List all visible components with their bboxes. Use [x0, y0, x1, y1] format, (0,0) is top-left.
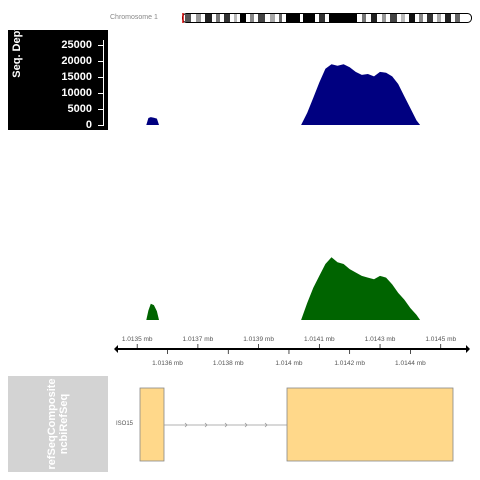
axis-tick-label: 1.0138 mb	[213, 360, 244, 367]
exon-2	[286, 387, 454, 462]
y-tick-label: 25000	[61, 39, 92, 51]
y-tick-label: 5000	[67, 103, 92, 115]
axis-tick-label: 1.0141 mb	[304, 336, 335, 343]
genome-axis[interactable]: 1.0135 mb 1.0137 mb 1.0139 mb 1.0141 mb 1.01…	[110, 330, 470, 370]
y-axis-line	[103, 40, 104, 126]
y-tick-label: 15000	[61, 71, 92, 83]
axis-tick-label: 1.0143 mb	[365, 336, 396, 343]
depth-track-title: Seq. Depth	[11, 20, 23, 78]
y-tick-mark	[98, 93, 103, 94]
gene-track-title-line1: refSeqComposite	[46, 378, 58, 470]
y-tick-mark	[98, 125, 103, 126]
y-tick-label: 20000	[61, 55, 92, 67]
axis-arrow-left	[114, 345, 118, 353]
isoform-label: ISO15	[116, 421, 134, 427]
exon-1	[139, 387, 165, 462]
axis-tick-label: 1.0145 mb	[425, 336, 456, 343]
coverage-series-2	[146, 257, 421, 320]
y-tick-mark	[98, 109, 103, 110]
y-tick-label: 10000	[61, 87, 92, 99]
gene-model[interactable]	[110, 376, 470, 472]
y-tick-mark	[98, 61, 103, 62]
axis-tick-label: 1.0142 mb	[334, 360, 365, 367]
chromosome-label: Chromosome 1	[110, 14, 158, 21]
axis-tick-label: 1.0139 mb	[243, 336, 274, 343]
axis-arrow-right	[466, 345, 470, 353]
axis-tick-label: 1.0135 mb	[122, 336, 153, 343]
axis-tick-label: 1.0136 mb	[152, 360, 183, 367]
y-tick-label: 0	[85, 119, 92, 131]
gene-track-title-box: refSeqComposite ncbiRefSeq	[8, 376, 108, 472]
axis-tick-label: 1.014 mb	[275, 360, 302, 367]
coverage-tracks[interactable]	[110, 30, 470, 330]
gene-track-header	[8, 376, 108, 472]
intron-strand-arrows	[184, 422, 268, 428]
gene-track-title-line2: ncbiRefSeq	[58, 393, 70, 455]
depth-track-header	[8, 30, 108, 130]
y-tick-mark	[98, 77, 103, 78]
gene-track-title: refSeqComposite ncbiRefSeq	[46, 378, 70, 469]
axis-tick-label: 1.0137 mb	[183, 336, 214, 343]
chromosome-ideogram[interactable]	[182, 13, 472, 23]
coverage-series-1	[146, 64, 421, 125]
axis-tick-label: 1.0144 mb	[395, 360, 426, 367]
y-tick-mark	[98, 45, 103, 46]
